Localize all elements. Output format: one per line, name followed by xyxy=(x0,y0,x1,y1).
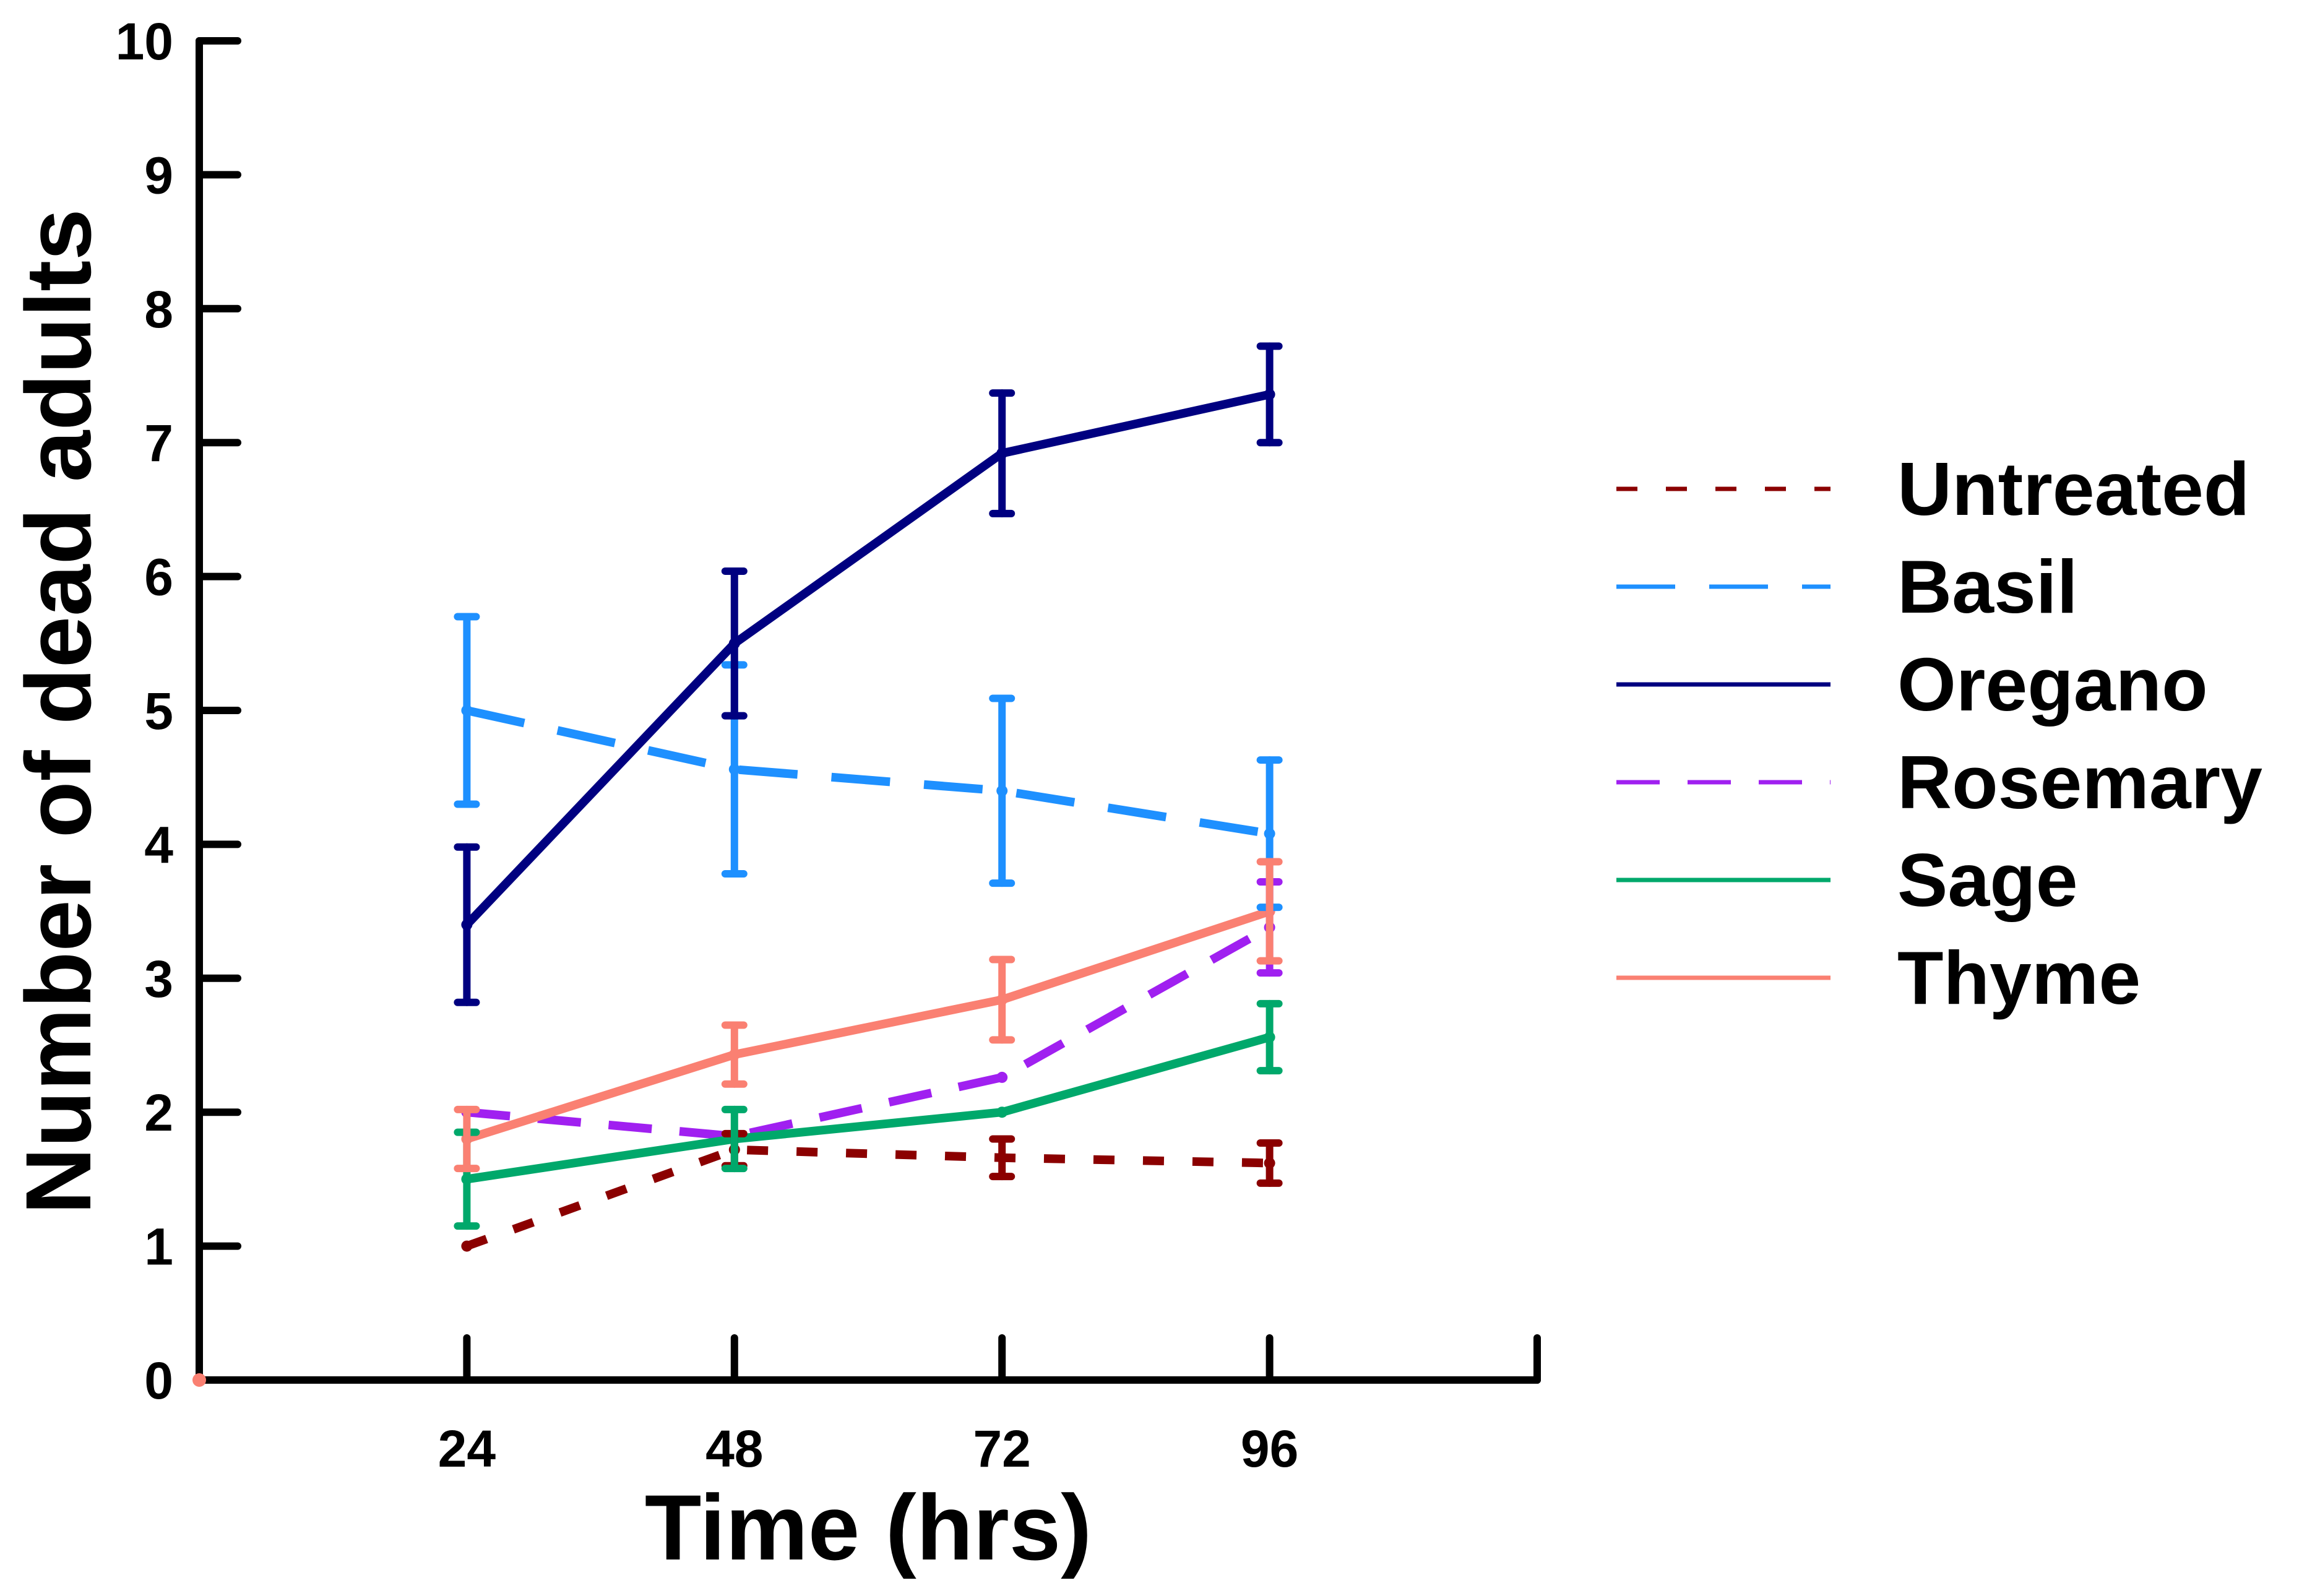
legend-label-basil: Basil xyxy=(1897,545,2078,629)
error-bar-thyme xyxy=(721,1021,748,1088)
error-bar-thyme xyxy=(989,955,1016,1044)
y-tick-label: 6 xyxy=(144,548,173,606)
error-bar-thyme xyxy=(454,1105,480,1173)
y-ticks: 0 1 2 3 4 5 6 7 8 9 10 xyxy=(116,12,241,1410)
data-point-rosemary xyxy=(996,1071,1008,1083)
x-axis-title: Time (hrs) xyxy=(645,1475,1092,1579)
x-ticks: 24 48 72 96 xyxy=(438,1334,1541,1478)
y-tick-label: 3 xyxy=(144,950,173,1008)
y-tick-label: 7 xyxy=(144,414,173,472)
error-bar-oregano xyxy=(1256,342,1283,447)
legend-label-untreated: Untreated xyxy=(1897,447,2249,531)
data-point-untreated xyxy=(461,1240,473,1252)
y-axis-title: Number of dead adults xyxy=(6,209,110,1214)
data-point-sage xyxy=(996,1106,1008,1118)
y-tick-label: 2 xyxy=(144,1084,173,1142)
error-bar-thyme xyxy=(1256,858,1283,965)
legend-label-rosemary: Rosemary xyxy=(1897,740,2262,824)
error-bar-untreated xyxy=(1256,1139,1283,1187)
series-lines xyxy=(192,389,1275,1387)
x-tick-label: 24 xyxy=(438,1420,496,1478)
y-tick-label: 0 xyxy=(144,1352,173,1410)
y-tick-label: 4 xyxy=(144,816,173,874)
x-tick-label: 48 xyxy=(705,1420,763,1478)
error-bars xyxy=(454,342,1283,1230)
y-tick-label: 1 xyxy=(144,1218,173,1276)
x-tick-label: 96 xyxy=(1241,1420,1298,1478)
error-bar-basil xyxy=(989,694,1016,887)
error-bar-oregano xyxy=(721,567,748,720)
series-line-oregano xyxy=(464,390,1271,928)
y-tick-label: 5 xyxy=(144,682,173,740)
legend: Untreated Basil Oregano Rosemary Sage Thyme xyxy=(1616,447,2262,1020)
series-line-thyme xyxy=(465,907,1271,1144)
legend-label-sage: Sage xyxy=(1897,838,2078,922)
error-bar-oregano xyxy=(454,843,480,1006)
error-bar-basil xyxy=(454,613,480,808)
legend-label-thyme: Thyme xyxy=(1897,936,2141,1020)
legend-label-oregano: Oregano xyxy=(1897,642,2208,727)
error-bar-untreated xyxy=(989,1135,1016,1181)
error-bar-sage xyxy=(721,1105,748,1173)
series-line-sage xyxy=(466,1033,1271,1184)
series-line-basil xyxy=(465,706,1270,838)
x-tick-label: 72 xyxy=(973,1420,1030,1478)
y-tick-label: 8 xyxy=(144,280,173,339)
error-bar-oregano xyxy=(989,389,1016,517)
y-tick-label: 10 xyxy=(116,12,173,71)
error-bar-sage xyxy=(1256,999,1283,1075)
origin-marker xyxy=(192,1373,206,1387)
axes xyxy=(196,37,1541,1384)
y-tick-label: 9 xyxy=(144,146,173,204)
